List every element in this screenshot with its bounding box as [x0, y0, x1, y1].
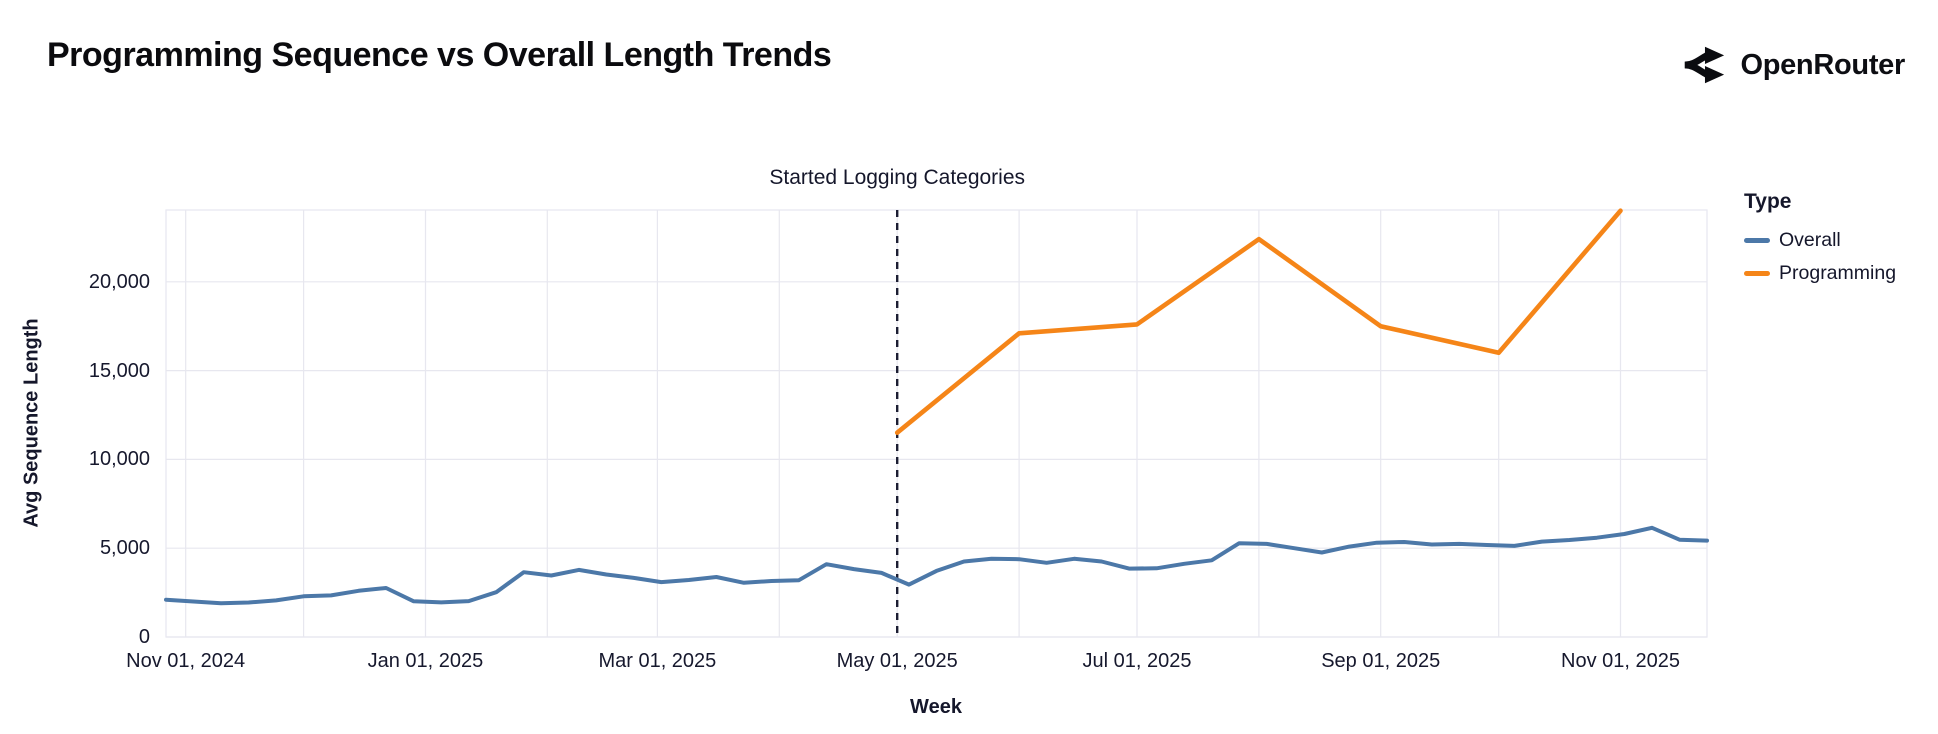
legend-item-programming: Programming	[1744, 262, 1896, 285]
y-tick-label: 15,000	[88, 359, 150, 382]
y-tick-label: 0	[138, 626, 150, 648]
y-tick-label: 5,000	[99, 537, 150, 560]
y-tick-label: 10,000	[88, 448, 150, 471]
x-tick-label: Mar 01, 2025	[598, 650, 717, 672]
x-axis-title: Week	[910, 696, 962, 718]
legend-title: Type	[1744, 190, 1792, 213]
y-tick-label: 20,000	[88, 270, 150, 293]
overall-line-swatch-icon	[1744, 238, 1770, 243]
legend-item-label: Programming	[1779, 262, 1897, 284]
annotation-label: Started Logging Categories	[769, 166, 1026, 189]
legend: Type Overall Programming	[1744, 190, 1896, 295]
legend-item-overall: Overall	[1744, 229, 1896, 252]
x-tick-label: Sep 01, 2025	[1321, 650, 1441, 672]
brand: OpenRouter	[1681, 44, 1905, 86]
brand-name: OpenRouter	[1740, 48, 1905, 81]
x-tick-label: Jul 01, 2025	[1082, 650, 1192, 672]
x-tick-label: May 01, 2025	[836, 650, 958, 672]
x-tick-label: Nov 01, 2025	[1561, 650, 1680, 672]
openrouter-logo-icon	[1681, 44, 1727, 86]
legend-item-label: Overall	[1779, 229, 1841, 251]
x-tick-label: Nov 01, 2024	[126, 650, 246, 672]
programming-line-swatch-icon	[1744, 271, 1770, 276]
y-axis-title: Avg Sequence Length	[20, 318, 43, 528]
x-tick-label: Jan 01, 2025	[367, 650, 484, 672]
page-title: Programming Sequence vs Overall Length T…	[47, 36, 832, 74]
